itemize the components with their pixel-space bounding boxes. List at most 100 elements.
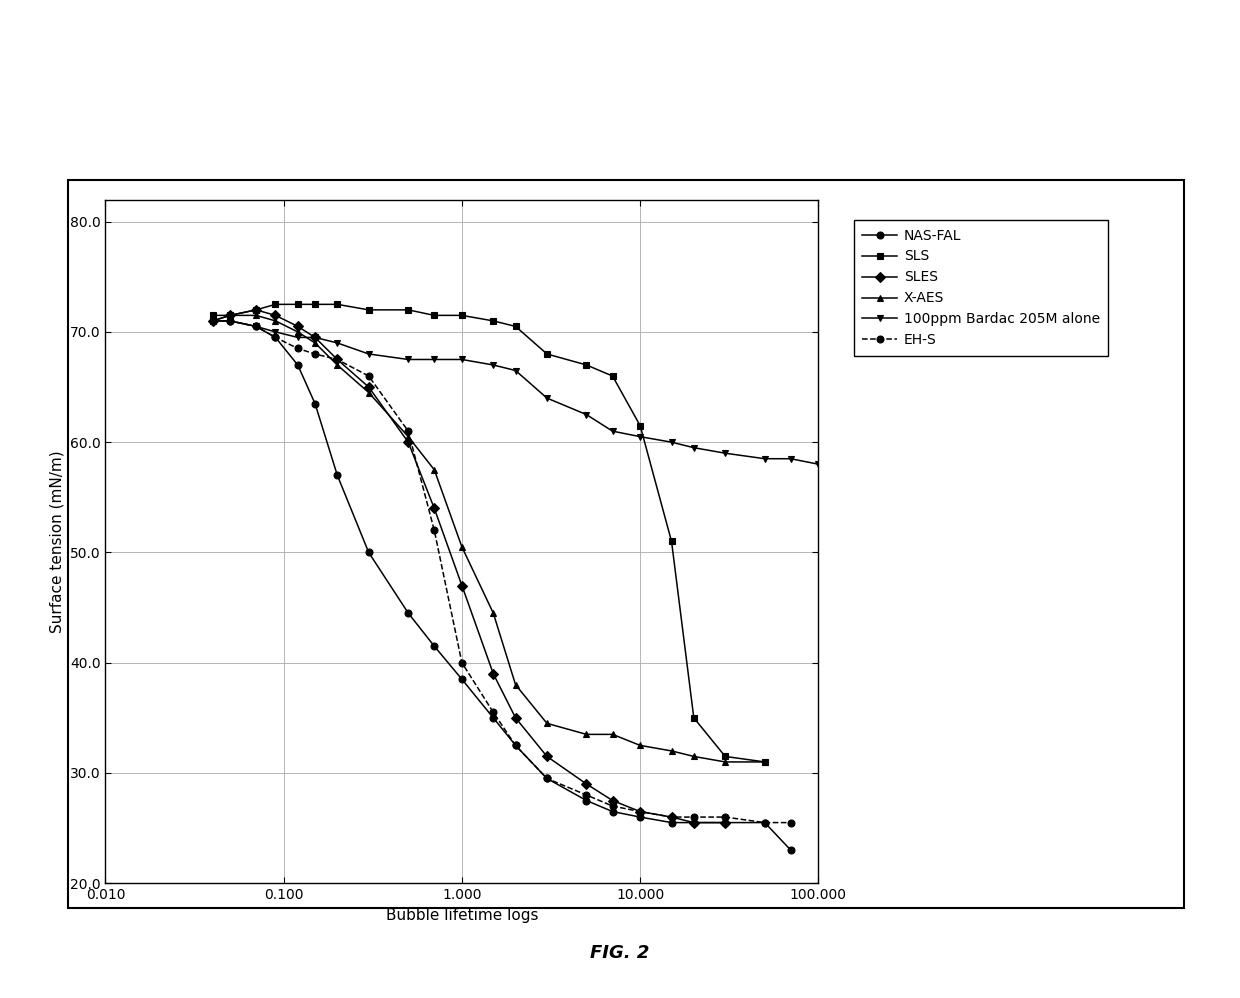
SLS — [361, 303, 376, 315]
SLS — [290, 298, 305, 310]
100ppm Bardac 205M alone — [268, 326, 283, 338]
EH-S — [665, 811, 680, 823]
SLS — [206, 309, 221, 321]
NAS-FAL — [308, 397, 322, 409]
EH-S — [454, 657, 469, 669]
X-AES — [308, 337, 322, 349]
SLES — [361, 381, 376, 393]
Text: FIG. 2: FIG. 2 — [590, 944, 650, 962]
SLS — [605, 370, 620, 382]
SLS — [427, 309, 441, 321]
X-AES — [687, 750, 702, 762]
EH-S — [486, 707, 501, 719]
Line: EH-S: EH-S — [210, 317, 795, 826]
Line: SLS: SLS — [210, 300, 769, 765]
SLES — [206, 315, 221, 327]
X-AES — [361, 386, 376, 398]
SLES — [539, 750, 554, 762]
100ppm Bardac 205M alone — [308, 331, 322, 343]
100ppm Bardac 205M alone — [539, 392, 554, 404]
EH-S — [206, 315, 221, 327]
EH-S — [330, 353, 345, 365]
Line: 100ppm Bardac 205M alone: 100ppm Bardac 205M alone — [210, 317, 822, 468]
SLES — [508, 712, 523, 724]
SLES — [248, 303, 263, 315]
100ppm Bardac 205M alone — [401, 353, 415, 365]
SLS — [486, 315, 501, 327]
SLS — [222, 309, 237, 321]
Line: NAS-FAL: NAS-FAL — [210, 317, 795, 853]
X-AES — [206, 315, 221, 327]
SLES — [718, 816, 733, 828]
SLS — [665, 535, 680, 547]
X-axis label: Bubble lifetime logs: Bubble lifetime logs — [386, 907, 538, 922]
NAS-FAL — [206, 315, 221, 327]
NAS-FAL — [784, 844, 799, 856]
100ppm Bardac 205M alone — [605, 425, 620, 437]
X-AES — [486, 607, 501, 619]
NAS-FAL — [632, 811, 647, 823]
X-AES — [268, 315, 283, 327]
NAS-FAL — [268, 331, 283, 343]
100ppm Bardac 205M alone — [427, 353, 441, 365]
SLES — [268, 309, 283, 321]
SLES — [579, 778, 594, 790]
NAS-FAL — [579, 794, 594, 806]
EH-S — [308, 348, 322, 360]
Legend: NAS-FAL, SLS, SLES, X-AES, 100ppm Bardac 205M alone, EH-S: NAS-FAL, SLS, SLES, X-AES, 100ppm Bardac… — [854, 221, 1109, 355]
100ppm Bardac 205M alone — [784, 453, 799, 465]
NAS-FAL — [508, 740, 523, 751]
SLES — [687, 816, 702, 828]
100ppm Bardac 205M alone — [361, 348, 376, 360]
100ppm Bardac 205M alone — [222, 315, 237, 327]
NAS-FAL — [687, 816, 702, 828]
SLS — [508, 320, 523, 332]
100ppm Bardac 205M alone — [248, 320, 263, 332]
EH-S — [268, 331, 283, 343]
SLS — [579, 359, 594, 371]
X-AES — [605, 729, 620, 741]
X-AES — [665, 745, 680, 756]
SLS — [758, 755, 773, 767]
Line: X-AES: X-AES — [210, 312, 769, 765]
NAS-FAL — [486, 712, 501, 724]
NAS-FAL — [361, 547, 376, 559]
SLES — [222, 309, 237, 321]
SLES — [454, 580, 469, 592]
EH-S — [427, 524, 441, 536]
NAS-FAL — [330, 469, 345, 481]
NAS-FAL — [248, 320, 263, 332]
100ppm Bardac 205M alone — [508, 364, 523, 376]
SLES — [427, 502, 441, 514]
100ppm Bardac 205M alone — [206, 315, 221, 327]
100ppm Bardac 205M alone — [454, 353, 469, 365]
NAS-FAL — [539, 772, 554, 784]
X-AES — [330, 359, 345, 371]
SLS — [401, 303, 415, 315]
SLES — [401, 436, 415, 448]
SLS — [687, 712, 702, 724]
SLES — [290, 320, 305, 332]
100ppm Bardac 205M alone — [579, 408, 594, 420]
SLS — [330, 298, 345, 310]
100ppm Bardac 205M alone — [758, 453, 773, 465]
SLES — [330, 353, 345, 365]
SLS — [632, 419, 647, 431]
X-AES — [579, 729, 594, 741]
NAS-FAL — [758, 816, 773, 828]
100ppm Bardac 205M alone — [718, 447, 733, 459]
X-AES — [401, 431, 415, 443]
EH-S — [290, 342, 305, 354]
Line: SLES: SLES — [210, 306, 729, 826]
SLS — [454, 309, 469, 321]
EH-S — [508, 740, 523, 751]
X-AES — [248, 309, 263, 321]
EH-S — [605, 800, 620, 812]
100ppm Bardac 205M alone — [632, 431, 647, 443]
X-AES — [454, 541, 469, 553]
Y-axis label: Surface tension (mN/m): Surface tension (mN/m) — [50, 450, 64, 633]
EH-S — [718, 811, 733, 823]
X-AES — [539, 718, 554, 730]
100ppm Bardac 205M alone — [665, 436, 680, 448]
100ppm Bardac 205M alone — [486, 359, 501, 371]
